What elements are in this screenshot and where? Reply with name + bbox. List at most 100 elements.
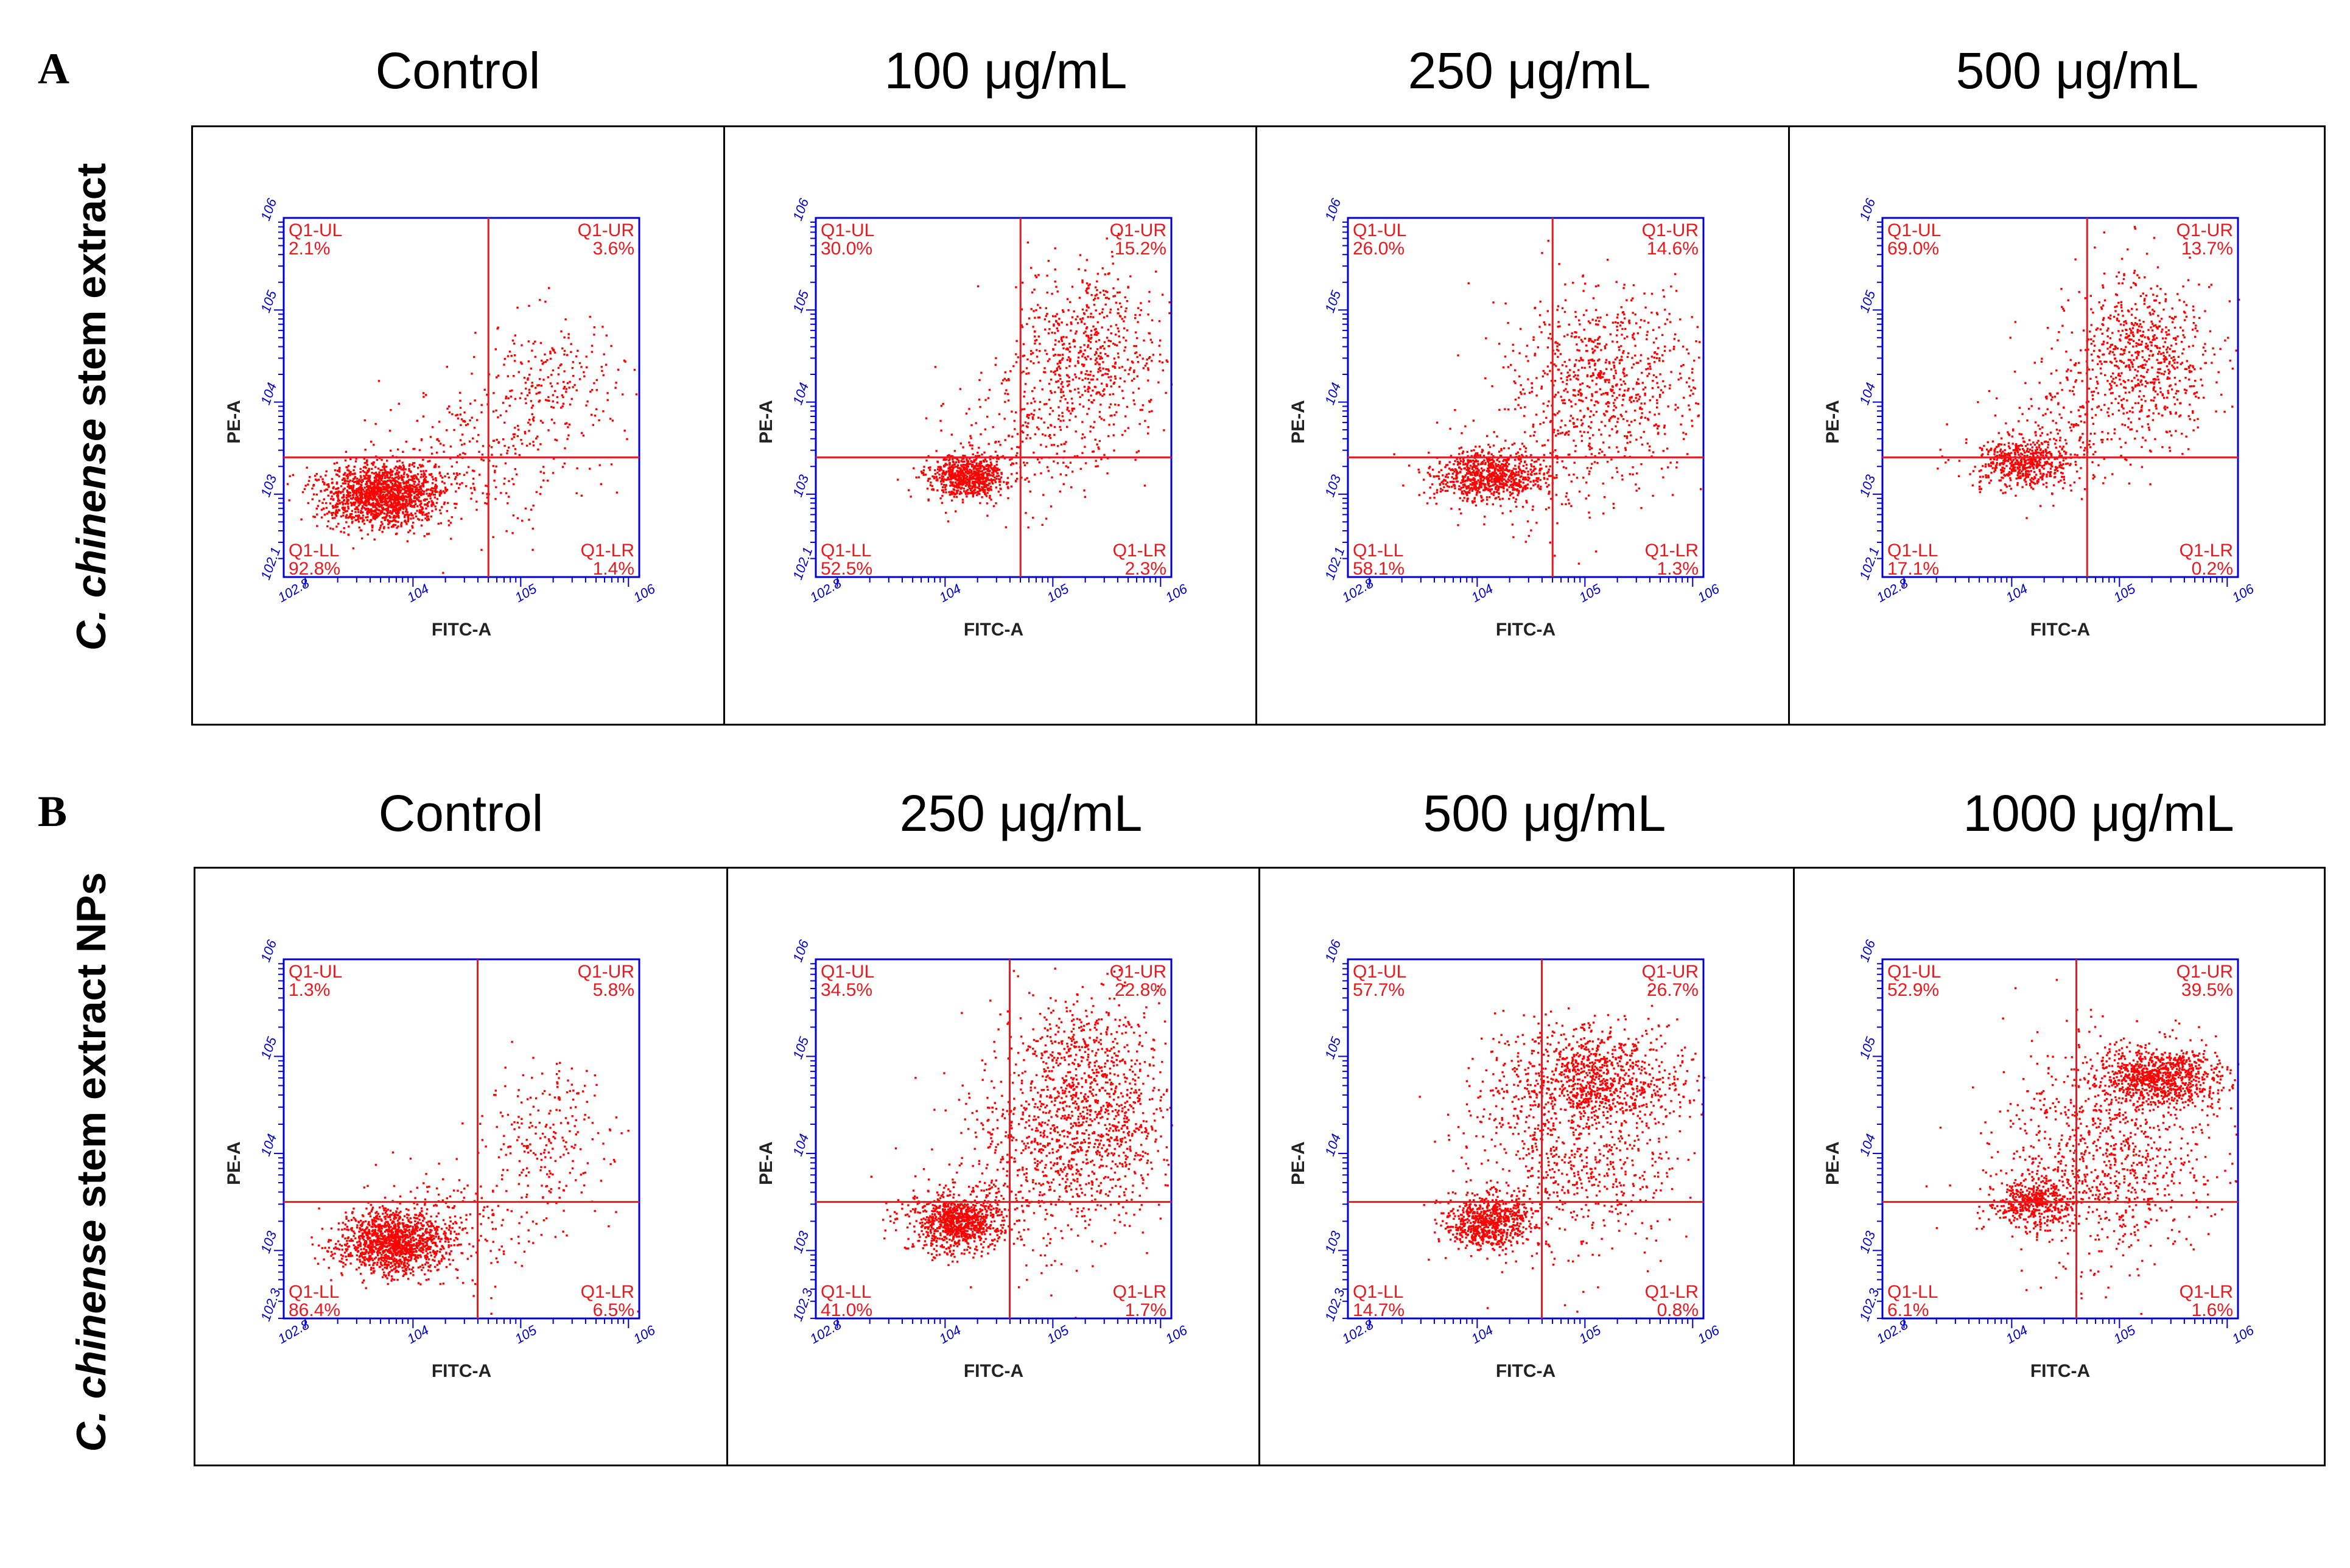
event-dot <box>598 419 600 422</box>
event-dot <box>432 503 435 506</box>
event-dot <box>528 391 531 394</box>
event-dot <box>372 503 374 505</box>
event-dot <box>1662 360 1664 362</box>
event-dot <box>950 499 953 502</box>
event-dot <box>1158 345 1160 347</box>
event-dot <box>959 483 963 486</box>
event-dot <box>416 494 419 497</box>
event-dot <box>1515 474 1518 477</box>
event-dot <box>1527 471 1529 473</box>
event-dot <box>1581 366 1584 369</box>
event-dot <box>971 485 973 488</box>
event-dot <box>1023 408 1026 410</box>
event-dot <box>497 374 500 377</box>
event-dot <box>412 505 415 508</box>
event-dot <box>568 423 570 426</box>
event-dot <box>1056 462 1059 464</box>
event-dot <box>1516 488 1519 491</box>
event-dot <box>1640 402 1643 405</box>
event-dot <box>1657 386 1660 388</box>
event-dot <box>511 339 514 342</box>
event-dot <box>1505 467 1507 470</box>
event-dot <box>409 492 412 495</box>
event-dot <box>995 469 998 472</box>
event-dot <box>387 486 390 489</box>
event-dot <box>513 375 515 377</box>
panel-letter-a: A <box>38 44 69 93</box>
event-dot <box>952 473 954 475</box>
event-dot <box>420 510 423 513</box>
event-dot <box>353 473 355 475</box>
event-dot <box>1084 373 1087 376</box>
event-dot <box>1022 355 1024 357</box>
event-dot <box>611 419 614 422</box>
event-dot <box>951 464 954 467</box>
event-dot <box>1515 468 1517 471</box>
event-dot <box>1664 309 1666 311</box>
event-dot <box>1445 475 1447 478</box>
event-dot <box>995 463 998 466</box>
event-dot <box>352 491 354 493</box>
event-dot <box>1635 362 1638 364</box>
event-dot <box>1113 365 1116 368</box>
event-dot <box>1466 450 1468 453</box>
event-dot <box>525 444 528 447</box>
event-dot <box>961 469 964 472</box>
event-dot <box>1078 377 1081 380</box>
event-dot <box>976 478 978 481</box>
event-dot <box>1532 336 1535 338</box>
event-dot <box>390 408 392 411</box>
event-dot <box>371 494 374 496</box>
event-dot <box>958 475 960 477</box>
event-dot <box>547 399 549 402</box>
event-dot <box>959 491 962 493</box>
event-dot <box>370 504 373 506</box>
event-dot <box>1670 285 1672 288</box>
event-dot <box>941 478 944 480</box>
event-dot <box>395 494 398 497</box>
event-dot <box>1067 348 1069 351</box>
x-tick-label: 102.8 <box>807 575 844 606</box>
event-dot <box>1487 467 1489 470</box>
event-dot <box>1633 419 1636 422</box>
event-dot <box>374 487 376 489</box>
event-dot <box>408 478 410 481</box>
event-dot <box>343 473 346 476</box>
event-dot <box>1140 302 1142 304</box>
event-dot <box>353 478 355 480</box>
event-dot <box>1085 358 1087 361</box>
event-dot <box>1517 451 1519 453</box>
event-dot <box>1543 453 1546 457</box>
event-dot <box>335 488 337 490</box>
event-dot <box>384 482 387 485</box>
event-dot <box>385 500 388 502</box>
event-dot <box>1467 461 1470 463</box>
event-dot <box>335 481 338 484</box>
event-dot <box>1112 342 1115 345</box>
event-dot <box>539 492 542 495</box>
event-dot <box>379 497 381 500</box>
event-dot <box>984 471 987 474</box>
event-dot <box>524 397 527 400</box>
event-dot <box>357 516 360 519</box>
event-dot <box>567 434 570 436</box>
event-dot <box>963 475 966 477</box>
event-dot <box>323 507 325 510</box>
event-dot <box>520 361 522 364</box>
event-dot <box>1556 457 1559 460</box>
event-dot <box>1015 480 1017 482</box>
event-dot <box>985 480 987 483</box>
event-dot <box>323 481 326 485</box>
event-dot <box>1084 377 1087 380</box>
event-dot <box>981 478 984 480</box>
event-dot <box>462 420 465 422</box>
event-dot <box>1100 352 1102 354</box>
event-dot <box>1038 408 1040 411</box>
quadrant-ll-label: Q1-LL <box>289 541 339 561</box>
event-dot <box>366 485 368 488</box>
event-dot <box>1500 449 1503 452</box>
event-dot <box>1580 419 1583 421</box>
event-dot <box>350 485 353 488</box>
event-dot <box>391 470 393 473</box>
event-dot <box>1060 338 1063 340</box>
